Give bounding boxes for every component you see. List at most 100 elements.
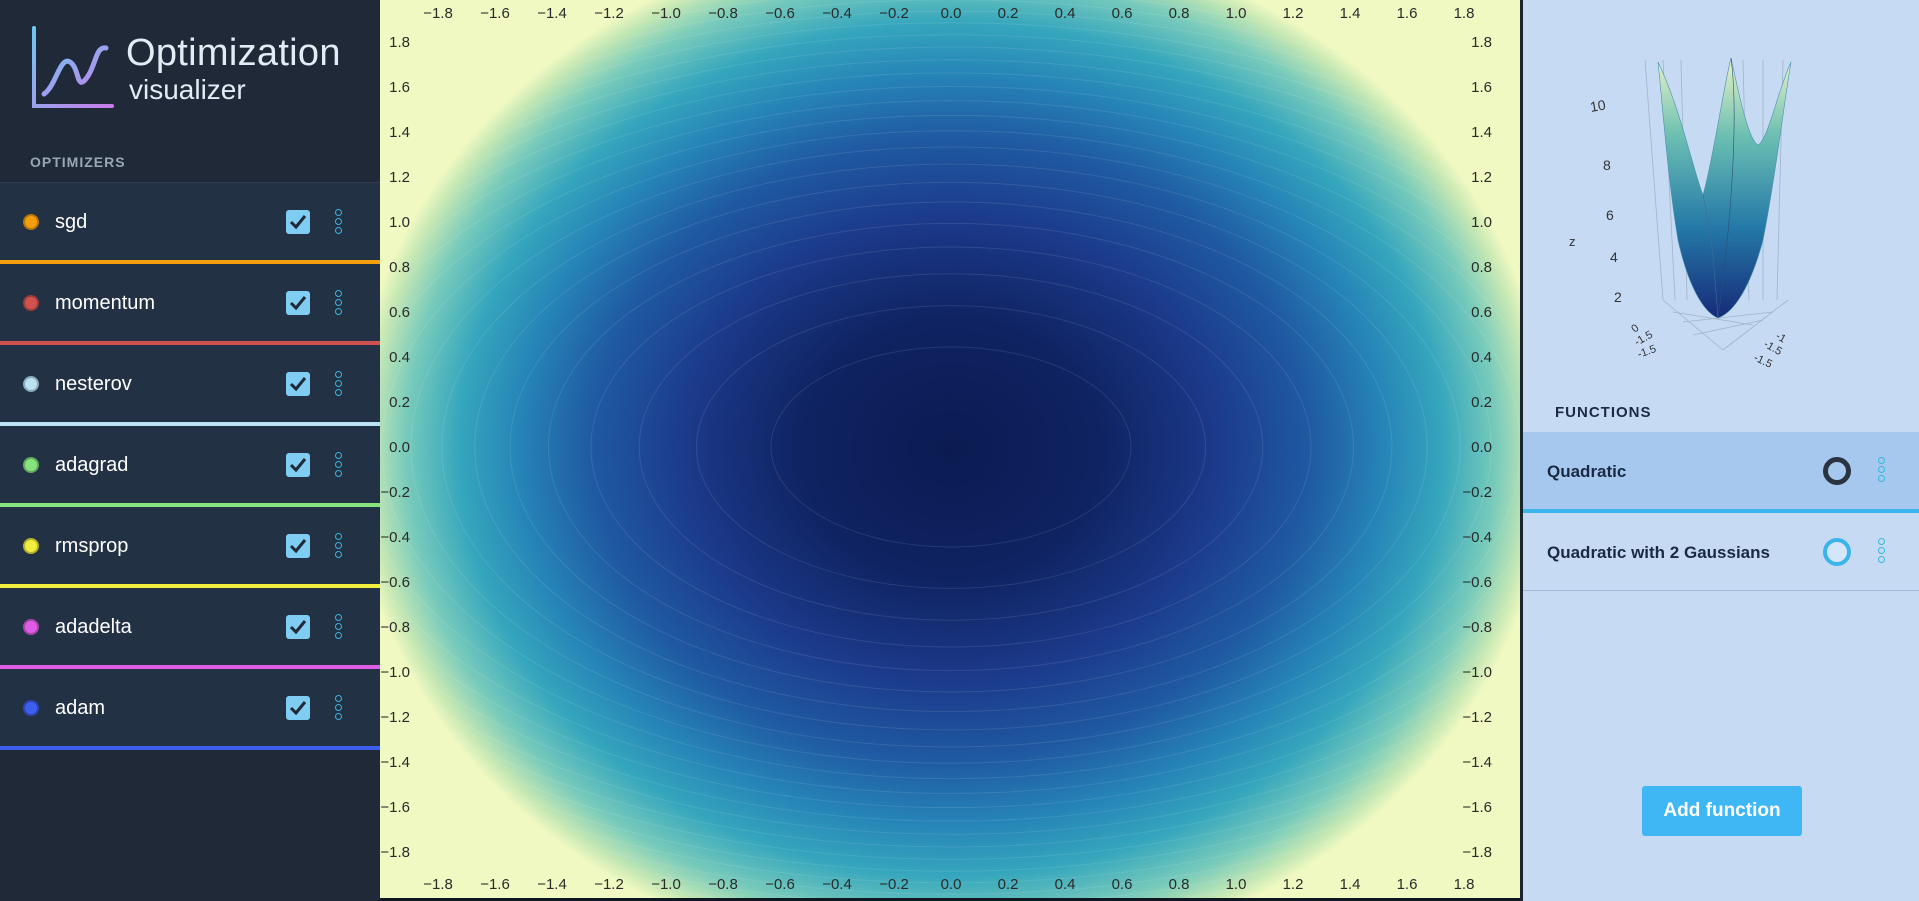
x-tick-label: −1.8 [423, 5, 453, 22]
x-tick-label: 0.8 [1169, 5, 1190, 22]
contour-ring [380, 46, 1522, 848]
x-axis-top: −1.8 −1.6 −1.4 −1.2 −1.0 −0.8 −0.6 −0.4 −0.2 0.0 0… [423, 5, 1474, 22]
chart-logo-icon [32, 26, 114, 108]
contour-ring [380, 0, 1522, 895]
function-radio-selected[interactable] [1823, 457, 1851, 485]
z-tick: 10 [1589, 96, 1607, 114]
y-tick-label: 0.2 [1471, 394, 1492, 411]
x-tick-label: 0.6 [1112, 5, 1133, 22]
optimizer-color-dot [23, 619, 39, 635]
optimizer-label: adagrad [55, 454, 129, 476]
optimizer-checkbox[interactable] [286, 615, 310, 639]
optimizer-item-nesterov[interactable]: nesterov [0, 345, 380, 426]
z-tick: 6 [1606, 207, 1614, 223]
y-tick-label: 1.2 [389, 169, 410, 186]
more-options-icon[interactable] [335, 614, 343, 642]
y-tick-label: 0.0 [1471, 439, 1492, 456]
optimizer-checkbox[interactable] [286, 696, 310, 720]
x-tick-label: −0.6 [765, 876, 795, 893]
optimizer-item-adadelta[interactable]: adadelta [0, 588, 380, 669]
x-tick-label: −1.4 [537, 5, 567, 22]
function-item-quadratic[interactable]: Quadratic [1523, 432, 1919, 513]
more-options-icon[interactable] [1878, 538, 1886, 566]
x-tick-label: −0.4 [822, 876, 852, 893]
optimizer-label: adam [55, 697, 106, 719]
y-tick-label: 1.8 [389, 34, 410, 51]
optimizer-checkbox[interactable] [286, 453, 310, 477]
x-tick-label: −0.8 [708, 876, 738, 893]
surface-mesh [1702, 194, 1719, 319]
more-options-icon[interactable] [1878, 457, 1886, 485]
y-tick-label: 0.6 [1471, 304, 1492, 321]
x-tick-label: 0.0 [941, 5, 962, 22]
x-tick-label: 1.2 [1283, 5, 1304, 22]
contour-ring [770, 346, 1132, 548]
contour-ring [380, 100, 1522, 794]
more-options-icon[interactable] [335, 452, 343, 480]
contour-plot[interactable]: −1.8 −1.6 −1.4 −1.2 −1.0 −0.8 −0.6 −0.4 −0.2 0.0 0… [380, 0, 1522, 898]
contour-ring [380, 10, 1522, 884]
functions-header: FUNCTIONS [1555, 404, 1652, 421]
function-radio[interactable] [1823, 538, 1851, 566]
y-tick-label: −1.2 [1462, 709, 1492, 726]
x-tick-label: 0.6 [1112, 876, 1133, 893]
y-tick-label: −0.8 [380, 619, 410, 636]
y-tick-label: 1.4 [389, 124, 410, 141]
y-tick-label: −0.6 [1462, 574, 1492, 591]
contour-ring [380, 114, 1522, 780]
more-options-icon[interactable] [335, 695, 343, 723]
x-tick-label: 1.8 [1454, 876, 1475, 893]
x-tick-label: −1.8 [423, 876, 453, 893]
more-options-icon[interactable] [335, 290, 343, 318]
y-tick-label: 1.4 [1471, 124, 1492, 141]
more-options-icon[interactable] [335, 209, 343, 237]
optimizer-checkbox[interactable] [286, 291, 310, 315]
x-tick-label: 0.4 [1055, 5, 1076, 22]
optimizer-checkbox[interactable] [286, 372, 310, 396]
x-tick-label: 1.6 [1397, 876, 1418, 893]
optimizer-item-adagrad[interactable]: adagrad [0, 426, 380, 507]
y-axis-left: 1.8 1.6 1.4 1.2 1.0 0.8 0.6 0.4 0.2 0.0 −0.2 −0.4 −0… [380, 34, 410, 861]
y-tick: -1.5 [1752, 352, 1774, 370]
optimizer-checkbox[interactable] [286, 210, 310, 234]
check-icon [289, 377, 307, 392]
contour-rings [380, 0, 1522, 898]
optimizer-item-sgd[interactable]: sgd [0, 183, 380, 264]
contour-ring [380, 86, 1522, 808]
optimizer-item-momentum[interactable]: momentum [0, 264, 380, 345]
contour-ring [380, 22, 1522, 872]
y-tick-label: 1.2 [1471, 169, 1492, 186]
check-icon [289, 539, 307, 554]
y-tick-label: 1.0 [389, 214, 410, 231]
more-options-icon[interactable] [335, 533, 343, 561]
surface-3d-plot[interactable]: 10 8 6 4 2 z 0 -1.5 -1.5 -1.5 -1 -1.5 [1563, 50, 1823, 370]
function-item-quadratic-gaussians[interactable]: Quadratic with 2 Gaussians [1523, 513, 1919, 591]
y-tick-label: −1.4 [380, 754, 410, 771]
x-tick-label: −1.4 [537, 876, 567, 893]
optimizer-item-rmsprop[interactable]: rmsprop [0, 507, 380, 588]
x-tick-label: 1.0 [1226, 876, 1247, 893]
app-subtitle: visualizer [129, 74, 246, 105]
y-tick-label: 0.4 [389, 349, 410, 366]
x-tick-label: −0.2 [879, 5, 909, 22]
contour-ring [590, 246, 1312, 648]
optimizer-color-dot [23, 538, 39, 554]
x-tick-label: −0.4 [822, 5, 852, 22]
x-tick-label: −1.0 [651, 876, 681, 893]
x-tick-label: 1.6 [1397, 5, 1418, 22]
y-tick-label: 0.6 [389, 304, 410, 321]
optimizer-color-dot [23, 214, 39, 230]
more-options-icon[interactable] [335, 371, 343, 399]
y-tick-label: −0.2 [380, 484, 410, 501]
optimizer-label: nesterov [55, 373, 132, 395]
optimizer-checkbox[interactable] [286, 534, 310, 558]
x-tick-label: −1.6 [480, 5, 510, 22]
contour-ring [509, 201, 1393, 693]
add-function-button[interactable]: Add function [1642, 786, 1802, 836]
x-tick-label: −1.2 [594, 5, 624, 22]
y-tick-label: −1.6 [380, 799, 410, 816]
x-tick-label: −0.6 [765, 5, 795, 22]
app-title: Optimization [126, 32, 341, 74]
optimizer-item-adam[interactable]: adam [0, 669, 380, 750]
y-tick-label: 0.0 [389, 439, 410, 456]
